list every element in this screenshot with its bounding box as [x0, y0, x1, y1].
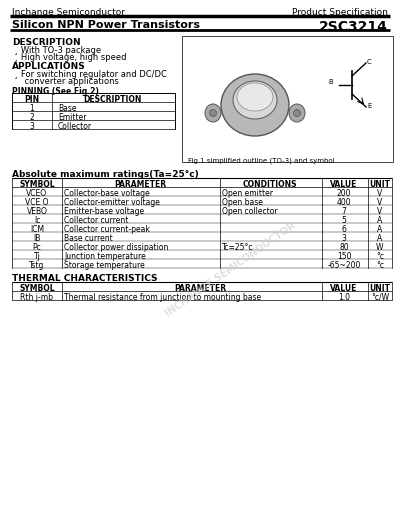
Text: Open base: Open base [222, 198, 263, 207]
Text: Rth j-mb: Rth j-mb [20, 293, 54, 302]
Text: V: V [377, 198, 383, 207]
Text: converter applications: converter applications [14, 77, 119, 86]
Text: B: B [328, 79, 333, 85]
Text: A: A [377, 234, 383, 243]
Text: Absolute maximum ratings(Ta=25°c): Absolute maximum ratings(Ta=25°c) [12, 170, 199, 179]
Text: PINNING (See Fig.2): PINNING (See Fig.2) [12, 87, 99, 96]
Ellipse shape [294, 109, 300, 117]
Text: °c: °c [376, 252, 384, 261]
Text: 200: 200 [337, 189, 351, 198]
Text: V: V [377, 207, 383, 216]
Text: Storage temperature: Storage temperature [64, 261, 145, 270]
Text: Collector-base voltage: Collector-base voltage [64, 189, 150, 198]
Ellipse shape [205, 104, 221, 122]
Text: UNIT: UNIT [370, 284, 390, 293]
Text: Product Specification: Product Specification [292, 8, 388, 17]
Text: VALUE: VALUE [330, 284, 358, 293]
Bar [182, 36, 393, 162]
Ellipse shape [221, 74, 289, 136]
Text: 400: 400 [337, 198, 351, 207]
Text: 3: 3 [342, 234, 346, 243]
Text: Junction temperature: Junction temperature [64, 252, 146, 261]
Text: °c: °c [376, 261, 384, 270]
Text: Ic: Ic [34, 216, 40, 225]
Text: Emitter: Emitter [58, 113, 86, 122]
Text: Open emitter: Open emitter [222, 189, 273, 198]
Text: IB: IB [33, 234, 41, 243]
Text: ¸ With TO-3 package: ¸ With TO-3 package [14, 46, 101, 55]
Text: VCEO: VCEO [26, 189, 48, 198]
Text: V: V [377, 189, 383, 198]
Ellipse shape [237, 83, 273, 111]
Text: Tj: Tj [34, 252, 40, 261]
Text: SYMBOL: SYMBOL [19, 284, 55, 293]
Text: 1.0: 1.0 [338, 293, 350, 302]
Text: Fig.1 simplified outline (TO-3) and symbol: Fig.1 simplified outline (TO-3) and symb… [188, 158, 335, 165]
Text: -65~200: -65~200 [327, 261, 361, 270]
Ellipse shape [233, 81, 277, 119]
Text: DESCRIPTION: DESCRIPTION [12, 38, 81, 47]
Text: E: E [367, 103, 371, 109]
Text: Pc: Pc [33, 243, 41, 252]
Text: Collector current-peak: Collector current-peak [64, 225, 150, 234]
Text: THERMAL CHARACTERISTICS: THERMAL CHARACTERISTICS [12, 274, 158, 283]
Text: Collector-emitter voltage: Collector-emitter voltage [64, 198, 160, 207]
Text: Silicon NPN Power Transistors: Silicon NPN Power Transistors [12, 20, 200, 30]
Text: SYMBOL: SYMBOL [19, 180, 55, 189]
Text: Collector current: Collector current [64, 216, 128, 225]
Text: A: A [377, 225, 383, 234]
Text: 7: 7 [342, 207, 346, 216]
Text: 3: 3 [30, 122, 34, 131]
Text: Tstg: Tstg [29, 261, 45, 270]
Text: PARAMETER: PARAMETER [174, 284, 226, 293]
Text: PIN: PIN [24, 95, 40, 104]
Text: ¸ For switching regulator and DC/DC: ¸ For switching regulator and DC/DC [14, 70, 167, 79]
Text: APPLICATIONS: APPLICATIONS [12, 62, 86, 71]
Text: Inchange Semiconductor: Inchange Semiconductor [12, 8, 125, 17]
Text: VEBO: VEBO [26, 207, 48, 216]
Text: Tc=25°c: Tc=25°c [222, 243, 254, 252]
Text: Emitter-base voltage: Emitter-base voltage [64, 207, 144, 216]
Text: Thermal resistance from junction to mounting base: Thermal resistance from junction to moun… [64, 293, 261, 302]
Ellipse shape [210, 109, 216, 117]
Text: PARAMETER: PARAMETER [114, 180, 166, 189]
Text: 5: 5 [342, 216, 346, 225]
Text: Base current: Base current [64, 234, 113, 243]
Text: Open collector: Open collector [222, 207, 278, 216]
Text: VALUE: VALUE [330, 180, 358, 189]
Text: 80: 80 [339, 243, 349, 252]
Text: UNIT: UNIT [370, 180, 390, 189]
Text: W: W [376, 243, 384, 252]
Text: INCHANGE SEMICONDUCTOR: INCHANGE SEMICONDUCTOR [163, 221, 297, 319]
Text: 150: 150 [337, 252, 351, 261]
Text: Base: Base [58, 104, 76, 113]
Text: Collector power dissipation: Collector power dissipation [64, 243, 168, 252]
Text: VCE O: VCE O [25, 198, 49, 207]
Text: C: C [367, 59, 372, 65]
Text: ICM: ICM [30, 225, 44, 234]
Text: 6: 6 [342, 225, 346, 234]
Text: 2SC3214: 2SC3214 [319, 20, 388, 34]
Text: °c/W: °c/W [371, 293, 389, 302]
Text: 2: 2 [30, 113, 34, 122]
Text: A: A [377, 216, 383, 225]
Text: CONDITIONS: CONDITIONS [243, 180, 297, 189]
Ellipse shape [289, 104, 305, 122]
Text: 1: 1 [30, 104, 34, 113]
Text: ¸ High voltage, high speed: ¸ High voltage, high speed [14, 53, 126, 62]
Text: Collector: Collector [58, 122, 92, 131]
Text: DESCRIPTION: DESCRIPTION [83, 95, 141, 104]
